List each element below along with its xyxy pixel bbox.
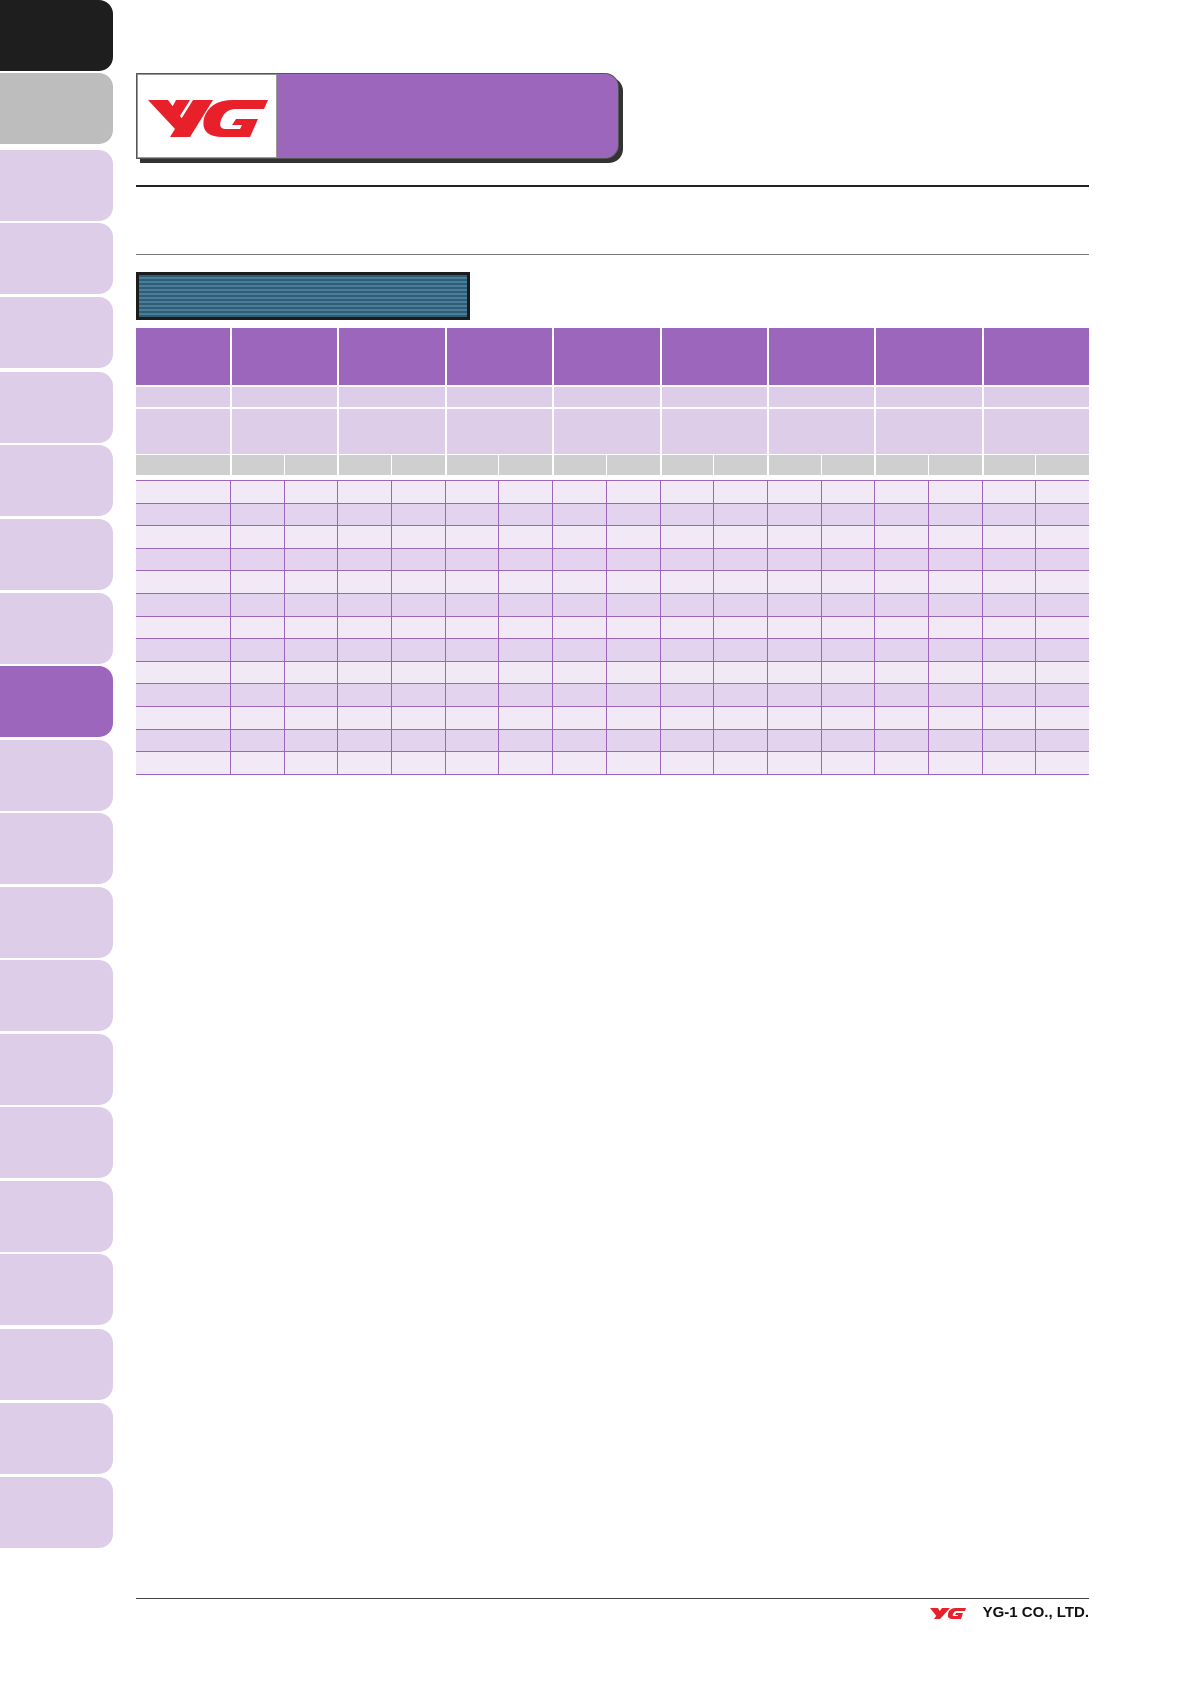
data-row — [136, 481, 1089, 504]
col-divider — [283, 455, 285, 475]
row-line — [136, 480, 1089, 481]
side-tab — [0, 297, 113, 368]
row-line — [136, 547, 1089, 549]
col-line — [713, 481, 715, 775]
logo-box — [137, 74, 277, 158]
footer-company: YG-1 CO., LTD. — [982, 1604, 1089, 1621]
row-line — [136, 660, 1089, 662]
row-line — [136, 751, 1089, 753]
col-line — [1035, 481, 1037, 775]
row-line — [136, 570, 1089, 572]
col-divider — [766, 328, 769, 475]
col-line — [444, 481, 446, 775]
side-tab — [0, 0, 113, 71]
col-divider — [1035, 455, 1037, 475]
data-row — [136, 548, 1089, 572]
footer-logo — [930, 1608, 966, 1619]
side-tab — [0, 1477, 113, 1548]
col-line — [337, 481, 339, 775]
side-tab — [0, 740, 113, 811]
row-line — [136, 728, 1089, 730]
col-line — [927, 481, 929, 775]
row-line — [136, 773, 1089, 775]
col-divider — [230, 328, 232, 475]
row-line — [136, 706, 1089, 707]
data-row — [136, 729, 1089, 753]
col-divider — [927, 455, 929, 475]
side-tab — [0, 960, 113, 1031]
logo — [148, 100, 268, 137]
col-divider — [981, 328, 984, 475]
col-divider — [820, 455, 822, 475]
data-row — [136, 571, 1089, 594]
row-line — [136, 615, 1089, 617]
side-tab — [0, 1403, 113, 1474]
side-tab — [0, 223, 113, 294]
col-divider — [391, 455, 393, 475]
col-line — [498, 481, 500, 775]
col-line — [820, 481, 822, 775]
data-row — [136, 684, 1089, 707]
header-row — [136, 328, 1089, 385]
unit-row — [136, 455, 1089, 475]
section-bar — [136, 272, 470, 320]
col-line — [552, 481, 554, 775]
col-divider — [605, 455, 607, 475]
col-divider — [713, 455, 715, 475]
row-line — [136, 525, 1089, 527]
data-row — [136, 616, 1089, 640]
col-divider — [659, 328, 662, 475]
row-line — [136, 683, 1089, 685]
data-row — [136, 594, 1089, 617]
col-divider — [444, 328, 447, 475]
data-row — [136, 503, 1089, 527]
data-row — [136, 661, 1089, 685]
col-line — [874, 481, 876, 775]
side-tab — [0, 887, 113, 958]
side-tab — [0, 593, 113, 664]
col-line — [230, 481, 231, 775]
row-line — [136, 638, 1089, 640]
side-tab — [0, 372, 113, 443]
data-row — [136, 526, 1089, 549]
rule-top — [136, 185, 1089, 187]
side-tab — [0, 1107, 113, 1178]
row-line — [136, 502, 1089, 504]
col-divider — [552, 328, 555, 475]
col-divider — [874, 328, 877, 475]
side-tab — [0, 73, 113, 144]
rule-footer — [136, 1598, 1089, 1599]
col-line — [981, 481, 983, 775]
sub-row — [136, 387, 1089, 407]
col-line — [605, 481, 607, 775]
side-tab — [0, 519, 113, 590]
data-row — [136, 707, 1089, 730]
data-row — [136, 752, 1089, 775]
col-line — [766, 481, 768, 775]
side-tab — [0, 445, 113, 516]
side-tab — [0, 666, 113, 737]
side-tab — [0, 1034, 113, 1105]
sub-row — [136, 409, 1089, 454]
data-row — [136, 639, 1089, 662]
row-line — [136, 593, 1089, 594]
side-tab — [0, 150, 113, 221]
side-tab — [0, 1254, 113, 1325]
col-line — [391, 481, 393, 775]
side-tab — [0, 813, 113, 884]
col-line — [283, 481, 285, 775]
col-divider — [337, 328, 340, 475]
col-line — [659, 481, 661, 775]
rule-mid — [136, 254, 1089, 255]
side-tab — [0, 1329, 113, 1400]
col-divider — [498, 455, 500, 475]
side-tab — [0, 1181, 113, 1252]
